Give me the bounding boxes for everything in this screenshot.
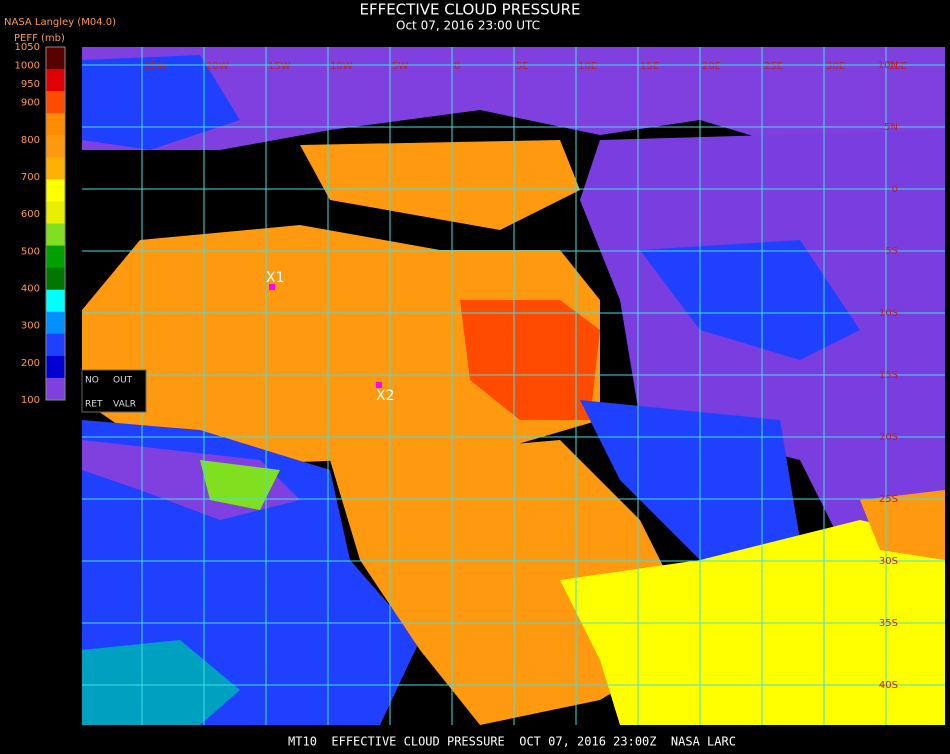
lat-label: 10S	[879, 308, 898, 319]
title: EFFECTIVE CLOUD PRESSURE	[359, 1, 580, 19]
north-west-clouds	[82, 55, 240, 150]
legend-swatch	[46, 135, 65, 158]
lon-label: 25E	[764, 61, 783, 72]
legend-swatch	[46, 69, 65, 92]
legend-swatch	[46, 223, 65, 247]
legend-swatch	[46, 113, 65, 136]
legend-tick-label: 700	[21, 172, 40, 183]
south-east-blue	[580, 400, 800, 560]
east-orange	[860, 490, 945, 560]
legend: 1050 1000 950 900 800 700 600 500 400 300 200 100	[15, 42, 66, 406]
lon-label: 35E	[888, 61, 907, 72]
lat-label: 35S	[879, 618, 898, 629]
legend-swatch	[46, 289, 65, 313]
lat-label: 10N	[878, 60, 898, 71]
legend-tick-label: 900	[21, 98, 40, 109]
central-orange	[82, 225, 600, 462]
legend-tick-label: 100	[21, 395, 40, 406]
flag-box: NO OUT RET VALR	[81, 369, 147, 413]
legend-title: PEFF (mb)	[14, 33, 65, 44]
lat-label: 15S	[879, 370, 898, 381]
lon-label: 5E	[516, 61, 529, 72]
lon-label: 20W	[206, 61, 229, 72]
legend-tick-label: 300	[21, 321, 40, 332]
legend-tick-label: 600	[21, 209, 40, 220]
footer: MT10 EFFECTIVE CLOUD PRESSURE OCT 07, 20…	[288, 735, 736, 749]
cyclone	[82, 640, 240, 725]
satellite-image	[82, 47, 945, 725]
lat-label: 20S	[879, 432, 898, 443]
markers: X1 X2	[266, 270, 395, 404]
marker-point	[376, 382, 382, 388]
legend-tick-label: 800	[21, 135, 40, 146]
legend-swatch	[46, 377, 65, 401]
legend-swatch	[46, 91, 65, 114]
east-blue	[640, 240, 860, 360]
legend-swatch	[46, 333, 65, 357]
marker-label: X2	[376, 388, 395, 404]
lon-label: 10E	[578, 61, 597, 72]
flag-label: VALR	[113, 400, 136, 410]
legend-tick-label: 400	[21, 284, 40, 295]
source: NASA Langley (M04.0)	[4, 17, 116, 28]
legend-tick-label: 1000	[15, 61, 40, 72]
lon-label: 0	[454, 61, 460, 72]
flag-label: OUT	[113, 376, 133, 386]
lat-label: 25S	[879, 494, 898, 505]
marker-label: X1	[266, 270, 285, 286]
legend-swatch	[46, 355, 65, 379]
legend-frame	[45, 46, 66, 401]
legend-swatch	[46, 179, 65, 202]
legend-swatch	[46, 311, 65, 335]
lon-label: 25W	[144, 61, 167, 72]
lat-label: 5S	[885, 246, 898, 257]
marker-point	[269, 284, 275, 290]
lon-label: 15W	[268, 61, 291, 72]
legend-swatch	[46, 267, 65, 291]
lon-label: 15E	[640, 61, 659, 72]
lon-label: 10W	[330, 61, 353, 72]
lat-label: 5N	[884, 122, 898, 133]
legend-swatch	[46, 157, 65, 180]
legend-tick-label: 1050	[15, 42, 40, 53]
subtitle: Oct 07, 2016 23:00 UTC	[396, 19, 540, 33]
legend-tick-label: 200	[21, 358, 40, 369]
lat-label: 30S	[879, 556, 898, 567]
north-orange	[300, 140, 580, 230]
lat-label: 0	[892, 184, 898, 195]
legend-tick-label: 950	[21, 79, 40, 90]
legend-swatch	[46, 47, 65, 70]
lon-label: 30E	[826, 61, 845, 72]
flag-box-frame	[81, 369, 147, 413]
legend-tick-label: 500	[21, 246, 40, 257]
green-patch	[200, 460, 280, 510]
legend-swatch	[46, 201, 65, 224]
lon-label: 5W	[392, 61, 408, 72]
central-red-orange	[460, 300, 600, 420]
lon-label: 20E	[702, 61, 721, 72]
legend-swatch	[46, 245, 65, 269]
lat-label: 40S	[879, 680, 898, 691]
flag-label: NO	[85, 376, 99, 386]
flag-label: RET	[85, 400, 103, 410]
